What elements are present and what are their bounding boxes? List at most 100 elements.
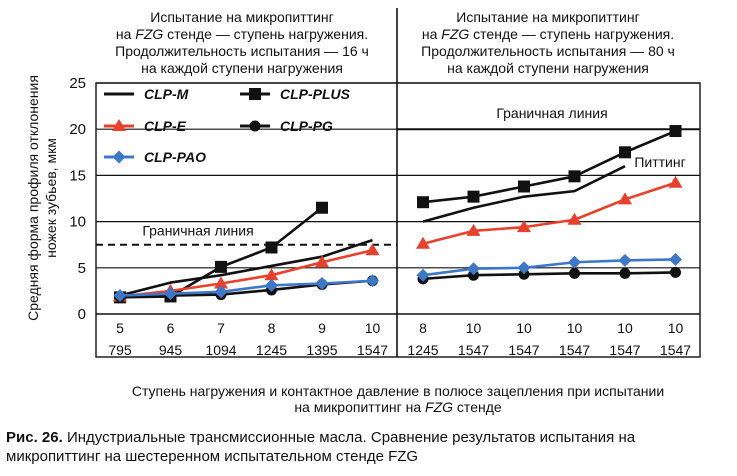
data-point-clp-plus xyxy=(619,146,631,159)
data-point-clp-e xyxy=(618,192,632,205)
data-point-clp-pg xyxy=(569,267,580,279)
x-stage-label: 6 xyxy=(167,320,175,336)
x-stage-label: 9 xyxy=(318,320,326,336)
data-point-clp-plus xyxy=(316,201,328,214)
data-point-clp-pao xyxy=(669,252,682,266)
data-point-clp-pao xyxy=(113,289,127,303)
x-pressure-label: 1094 xyxy=(205,342,236,358)
data-point-clp-e xyxy=(315,255,329,268)
x-pressure-label: 945 xyxy=(159,342,183,358)
panel-title-2-line4: на каждой ступени нагружения xyxy=(447,60,649,76)
y-axis-title-line1: Средняя форма профиля отклонения xyxy=(25,75,41,321)
x-stage-label: 10 xyxy=(466,320,482,336)
x-stage-label: 10 xyxy=(516,320,532,336)
panel-title-1-line3: Продолжительность испытания — 16 ч xyxy=(115,43,369,59)
series-line-clp-e-panel1 xyxy=(119,248,373,298)
data-point-clp-pao xyxy=(568,255,581,269)
data-point-clp-plus xyxy=(265,241,278,254)
y-tick-label: 25 xyxy=(69,75,86,92)
legend-label-clp-pao: CLP-PAO xyxy=(144,149,206,165)
x-stage-label: 10 xyxy=(617,320,633,336)
series-line-clp-e-panel2 xyxy=(422,181,676,246)
x-stage-label: 7 xyxy=(217,320,225,336)
data-point-clp-pg xyxy=(619,267,631,279)
panel-title-2-line1: Испытание на микропиттинг xyxy=(456,9,639,25)
data-point-clp-e xyxy=(517,220,531,233)
boundary-label-left: Граничная линия xyxy=(142,223,253,239)
x-stage-label: 10 xyxy=(668,320,684,336)
data-point-clp-pao xyxy=(618,253,632,267)
data-point-clp-pao xyxy=(265,278,278,292)
x-pressure-label: 1245 xyxy=(256,342,287,358)
panel-title-2-line3: Продолжительность испытания — 80 ч xyxy=(421,43,675,59)
legend-marker-clp-e xyxy=(112,119,126,131)
x-stage-label: 10 xyxy=(365,320,381,336)
data-point-clp-plus xyxy=(215,260,227,273)
legend-label-clp-plus: CLP-PLUS xyxy=(280,86,351,102)
series-line-clp-plus-panel2 xyxy=(422,129,677,204)
plot-frame xyxy=(95,82,701,358)
data-point-clp-pao xyxy=(517,261,531,275)
series-line-clp-pg-panel2 xyxy=(422,271,676,281)
data-point-clp-e xyxy=(365,243,380,256)
data-point-clp-e xyxy=(416,236,430,249)
legend-label-clp-m: CLP-M xyxy=(144,86,189,102)
data-point-clp-plus xyxy=(669,125,682,138)
legend-label-clp-pg: CLP-PG xyxy=(280,118,333,134)
boundary-label-right: Граничная линия xyxy=(496,105,607,121)
panel-title-2-line2: на FZG стенде — ступень нагружения. xyxy=(422,26,674,42)
caption-text: Индустриальные трансмиссионные масла. Ср… xyxy=(6,429,636,465)
data-point-clp-e xyxy=(214,276,228,289)
data-point-clp-plus xyxy=(467,190,480,203)
panel-title-1-line2: на FZG стенде — ступень нагружения. xyxy=(116,26,368,42)
data-point-clp-pao xyxy=(214,285,228,299)
x-pressure-label: 1395 xyxy=(306,342,337,358)
data-point-clp-plus xyxy=(518,180,530,193)
y-tick-label: 20 xyxy=(69,121,86,138)
pitting-label: Питтинг xyxy=(634,154,685,170)
series-line-clp-m-panel2 xyxy=(422,164,626,223)
x-pressure-label: 1547 xyxy=(357,342,388,358)
x-stage-label: 8 xyxy=(419,320,427,336)
data-point-clp-e xyxy=(668,175,683,188)
series-line-clp-pao-panel2 xyxy=(422,258,676,277)
legend-marker-clp-plus xyxy=(249,88,261,100)
data-point-clp-pao xyxy=(315,277,329,291)
data-point-clp-e xyxy=(466,223,481,236)
legend-marker-clp-pao xyxy=(112,150,126,164)
x-axis-title-line1: Ступень нагружения и контактное давление… xyxy=(132,383,664,399)
legend-label-clp-e: CLP-E xyxy=(144,118,187,134)
x-pressure-label: 1547 xyxy=(508,342,539,358)
data-point-clp-pao xyxy=(416,268,430,282)
series-line-clp-pao-panel1 xyxy=(119,279,373,297)
panel-title-1-line4: на каждой ступени нагружения xyxy=(141,60,343,76)
data-point-clp-e xyxy=(567,212,582,225)
x-axis-title-line2: на микропиттинг на FZG стенде xyxy=(294,399,502,415)
x-stage-label: 8 xyxy=(268,320,276,336)
y-tick-label: 10 xyxy=(69,214,86,231)
x-pressure-label: 1547 xyxy=(660,342,691,358)
x-pressure-label: 795 xyxy=(108,342,132,358)
x-pressure-label: 1547 xyxy=(458,342,489,358)
chart: 0 5 10 15 20 25 5 6 7 8 9 10 8 10 10 10 10 10 795 945 1094 12… xyxy=(25,8,701,415)
x-stage-label: 10 xyxy=(567,320,583,336)
caption-label: Рис. 26. xyxy=(6,429,63,446)
x-stage-label: 5 xyxy=(116,320,124,336)
legend-marker-clp-pg xyxy=(249,120,261,132)
panel-title-1-line1: Испытание на микропиттинг xyxy=(150,9,333,25)
figure-caption: Рис. 26. Индустриальные трансмиссионные … xyxy=(6,428,731,466)
x-pressure-label: 1245 xyxy=(407,342,438,358)
y-tick-label: 0 xyxy=(78,306,86,323)
data-point-clp-pg xyxy=(670,266,681,278)
data-point-clp-plus xyxy=(568,170,581,183)
series-line-clp-m-panel1 xyxy=(119,238,373,297)
x-pressure-label: 1547 xyxy=(559,342,590,358)
data-point-clp-pao xyxy=(164,287,177,301)
data-point-clp-pao xyxy=(467,262,480,276)
y-tick-label: 15 xyxy=(69,167,86,184)
data-point-clp-e xyxy=(264,268,279,281)
data-point-clp-pao xyxy=(366,274,379,288)
data-point-clp-plus xyxy=(417,196,429,209)
y-axis-title-line2: ножек зубьев, мкм xyxy=(43,138,59,258)
